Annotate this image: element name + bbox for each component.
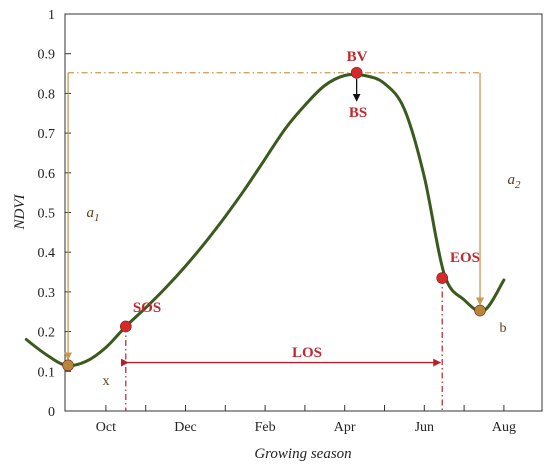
x-axis-ticks: Oct Dec Feb Apr Jun Aug — [96, 405, 516, 435]
y-tick-label: 0.5 — [38, 207, 56, 222]
y-tick-label: 0.4 — [38, 246, 56, 261]
phenology-markers — [62, 66, 486, 372]
bs-label: BS — [349, 105, 367, 121]
a2-label: a2 — [508, 172, 522, 191]
x-tick-label: Jun — [415, 420, 434, 435]
ndvi-series-line — [24, 72, 506, 368]
y-tick-label: 0 — [48, 405, 55, 420]
sos-marker — [120, 320, 132, 333]
y-tick-label: 0.2 — [38, 326, 56, 341]
y-tick-label: 1 — [48, 8, 55, 23]
b-point-marker — [474, 304, 486, 317]
y-tick-label: 0.3 — [38, 286, 56, 301]
y-tick-label: 0.1 — [38, 365, 56, 380]
x-tick-label: Apr — [334, 420, 356, 435]
annotation-guides — [64, 72, 485, 411]
y-tick-label: 0.7 — [38, 127, 56, 142]
b-point-label: b — [500, 321, 507, 336]
y-axis-title: NDVI — [12, 194, 28, 231]
eos-marker — [436, 272, 449, 284]
x-point-marker — [62, 359, 74, 372]
bv-label: BV — [347, 49, 368, 65]
x-point-label: x — [103, 374, 110, 389]
y-tick-label: 0.8 — [38, 87, 56, 102]
bv-marker — [350, 66, 363, 79]
sos-label: SOS — [133, 300, 161, 316]
y-tick-label: 0.9 — [38, 48, 56, 63]
x-tick-label: Feb — [255, 420, 276, 435]
los-label: LOS — [292, 345, 322, 361]
a1-label: a1 — [87, 205, 100, 224]
y-tick-label: 0.6 — [38, 167, 56, 182]
eos-label: EOS — [450, 250, 480, 266]
y-axis-ticks: 0 0.1 0.2 0.3 0.4 0.5 0.6 0.7 0.8 0.9 1 — [38, 8, 71, 420]
x-tick-label: Dec — [174, 420, 197, 435]
x-axis-title: Growing season — [254, 446, 351, 462]
x-tick-label: Oct — [96, 420, 116, 435]
x-tick-label: Aug — [492, 420, 516, 435]
